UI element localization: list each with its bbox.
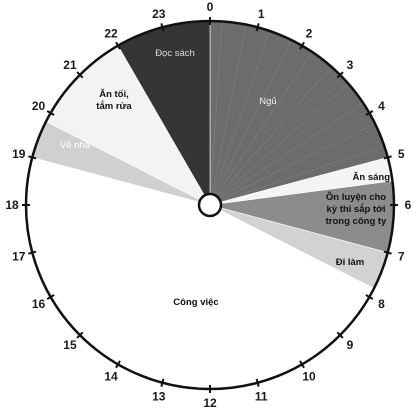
hour-label-18: 18: [5, 198, 19, 212]
hour-label-23: 23: [152, 7, 166, 21]
hour-tick-11: [255, 378, 260, 387]
hour-label-12: 12: [203, 396, 217, 410]
hour-tick-20: [46, 110, 55, 116]
slice-shading-line: [209, 146, 383, 206]
hour-label-20: 20: [32, 99, 46, 113]
hour-label-0: 0: [207, 0, 214, 14]
hour-tick-1: [255, 23, 260, 32]
slice-shading-line: [209, 26, 246, 206]
hour-tick-16: [46, 294, 55, 300]
hour-label-13: 13: [152, 389, 166, 403]
hour-tick-2: [299, 41, 305, 50]
slice-labels: Ngủ Ăn sáng Ôn luyện cho kỳ thi sắp tới tron…: [60, 48, 390, 308]
hour-tick-9: [336, 331, 344, 339]
hour-label-8: 8: [378, 297, 385, 311]
slice-label-3: Đi làm: [336, 257, 365, 268]
slice-label-5: Về nhà: [60, 140, 91, 151]
hour-label-2: 2: [306, 27, 313, 41]
slice-label-0: Ngủ: [259, 96, 276, 107]
center-hub: [197, 192, 223, 218]
hour-label-6: 6: [405, 198, 412, 212]
hour-label-10: 10: [302, 369, 316, 383]
hour-tick-21: [76, 71, 84, 79]
hour-label-9: 9: [347, 338, 354, 352]
hour-tick-5: [383, 155, 392, 160]
hour-tick-8: [365, 294, 374, 300]
slice-shading-line: [209, 103, 362, 206]
hour-tick-22: [115, 41, 121, 50]
slice-shading-line: [209, 84, 348, 206]
hour-label-14: 14: [104, 369, 118, 383]
hour-label-1: 1: [258, 7, 265, 21]
hour-tick-13: [160, 378, 165, 387]
hour-tick-14: [115, 360, 121, 369]
slice-label-7: Đọc sách: [155, 48, 195, 59]
pie-slices: [25, 20, 395, 390]
slice-shading-line: [209, 41, 291, 206]
hour-label-7: 7: [398, 249, 405, 263]
hour-label-16: 16: [32, 297, 46, 311]
hour-label-21: 21: [63, 58, 77, 72]
slice-label-1: Ăn sáng: [353, 172, 391, 183]
hour-label-5: 5: [398, 147, 405, 161]
slice-shading-line: [209, 53, 312, 206]
slice-shading-line: [209, 23, 223, 206]
hour-label-22: 22: [104, 27, 118, 41]
hour-tick-23: [160, 23, 165, 32]
hour-label-11: 11: [255, 389, 268, 403]
hour-label-17: 17: [12, 249, 26, 263]
hour-label-4: 4: [378, 99, 385, 113]
hour-label-15: 15: [63, 338, 77, 352]
slice-shading-line: [209, 67, 331, 206]
hour-tick-19: [28, 155, 37, 160]
hour-label-19: 19: [12, 147, 26, 161]
slice-shading-line: [209, 124, 374, 206]
hour-ticks: [22, 17, 398, 393]
slice-label-6: Ăn tối, tắm rửa: [96, 89, 132, 112]
hour-tick-15: [76, 331, 84, 339]
hour-label-3: 3: [347, 58, 354, 72]
hour-tick-3: [336, 71, 344, 79]
hour-tick-4: [365, 110, 374, 116]
slice-shading-line: [209, 32, 269, 206]
hour-tick-17: [28, 250, 37, 255]
hour-tick-7: [383, 250, 392, 255]
hour-tick-10: [299, 360, 305, 369]
slice-label-2: Ôn luyện cho kỳ thi sắp tới trong công ty: [326, 191, 387, 227]
slice-label-4: Công việc: [173, 297, 218, 308]
